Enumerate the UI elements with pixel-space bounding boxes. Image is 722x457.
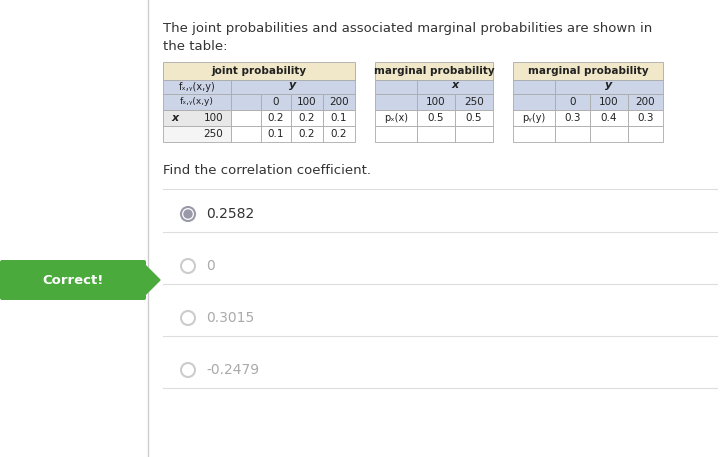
Text: 0.1: 0.1 xyxy=(268,129,284,139)
Bar xyxy=(375,94,417,110)
Bar xyxy=(323,126,355,142)
Bar xyxy=(163,126,231,142)
Bar xyxy=(628,110,663,126)
Bar xyxy=(513,94,555,110)
Text: marginal probability: marginal probability xyxy=(528,66,648,76)
Text: 200: 200 xyxy=(329,97,349,107)
Text: 0.2: 0.2 xyxy=(299,129,316,139)
Bar xyxy=(417,110,455,126)
Text: y: y xyxy=(605,80,613,90)
Text: Find the correlation coefficient.: Find the correlation coefficient. xyxy=(163,164,371,177)
Bar xyxy=(375,62,493,80)
Text: 0.1: 0.1 xyxy=(331,113,347,123)
Text: 0.5: 0.5 xyxy=(466,113,482,123)
Bar xyxy=(231,94,261,110)
Text: 0: 0 xyxy=(206,259,214,273)
Text: 0.2: 0.2 xyxy=(268,113,284,123)
Bar xyxy=(417,80,493,94)
Text: Correct!: Correct! xyxy=(43,273,104,287)
Text: 0.3: 0.3 xyxy=(638,113,653,123)
Text: 0.4: 0.4 xyxy=(601,113,617,123)
Bar xyxy=(291,126,323,142)
Bar xyxy=(163,62,355,80)
Bar xyxy=(513,126,555,142)
Bar xyxy=(455,110,493,126)
Bar xyxy=(628,126,663,142)
Text: joint probability: joint probability xyxy=(212,66,307,76)
Bar xyxy=(417,126,455,142)
Bar xyxy=(163,80,231,94)
Circle shape xyxy=(184,210,192,218)
Bar xyxy=(261,126,291,142)
Bar xyxy=(323,94,355,110)
Text: 100: 100 xyxy=(204,113,223,123)
Bar xyxy=(417,94,455,110)
Bar xyxy=(590,110,628,126)
Text: 0.5: 0.5 xyxy=(427,113,444,123)
Text: 0: 0 xyxy=(569,97,575,107)
Bar xyxy=(231,110,261,126)
Text: 100: 100 xyxy=(426,97,445,107)
Bar xyxy=(163,110,231,126)
Bar xyxy=(231,126,261,142)
Bar xyxy=(590,94,628,110)
FancyBboxPatch shape xyxy=(0,260,146,300)
Bar xyxy=(513,110,555,126)
Text: 100: 100 xyxy=(599,97,619,107)
Text: 250: 250 xyxy=(204,129,223,139)
Bar xyxy=(555,110,590,126)
Bar xyxy=(555,80,663,94)
Bar xyxy=(375,110,417,126)
Bar xyxy=(291,110,323,126)
Text: fₓ,ᵧ(x,y): fₓ,ᵧ(x,y) xyxy=(178,82,215,92)
Text: marginal probability: marginal probability xyxy=(374,66,495,76)
Text: x: x xyxy=(451,80,458,90)
Text: pₓ(x): pₓ(x) xyxy=(384,113,408,123)
Bar xyxy=(261,110,291,126)
Bar xyxy=(455,126,493,142)
Text: 0.3: 0.3 xyxy=(565,113,580,123)
Text: 0.2: 0.2 xyxy=(299,113,316,123)
Polygon shape xyxy=(144,264,160,296)
Text: fₓ,ᵧ(x,y): fₓ,ᵧ(x,y) xyxy=(180,97,214,106)
Bar xyxy=(375,126,417,142)
Text: The joint probabilities and associated marginal probabilities are shown in: The joint probabilities and associated m… xyxy=(163,22,652,35)
Text: the table:: the table: xyxy=(163,40,227,53)
Bar xyxy=(513,62,663,80)
Text: 0.3015: 0.3015 xyxy=(206,311,254,325)
Bar xyxy=(375,80,417,94)
Text: x: x xyxy=(171,113,178,123)
Bar xyxy=(291,94,323,110)
Text: 0.2582: 0.2582 xyxy=(206,207,254,221)
Text: -0.2479: -0.2479 xyxy=(206,363,259,377)
Bar xyxy=(513,80,555,94)
Text: pᵧ(y): pᵧ(y) xyxy=(523,113,546,123)
Bar xyxy=(323,110,355,126)
Text: 0.2: 0.2 xyxy=(331,129,347,139)
Bar xyxy=(231,80,355,94)
Text: 0: 0 xyxy=(273,97,279,107)
Bar xyxy=(455,94,493,110)
Bar xyxy=(555,126,590,142)
Bar xyxy=(261,94,291,110)
Bar xyxy=(628,94,663,110)
Text: 250: 250 xyxy=(464,97,484,107)
Bar xyxy=(163,94,231,110)
Bar xyxy=(590,126,628,142)
Text: 200: 200 xyxy=(635,97,656,107)
Text: 100: 100 xyxy=(297,97,317,107)
Bar xyxy=(555,94,590,110)
Text: y: y xyxy=(290,80,297,90)
